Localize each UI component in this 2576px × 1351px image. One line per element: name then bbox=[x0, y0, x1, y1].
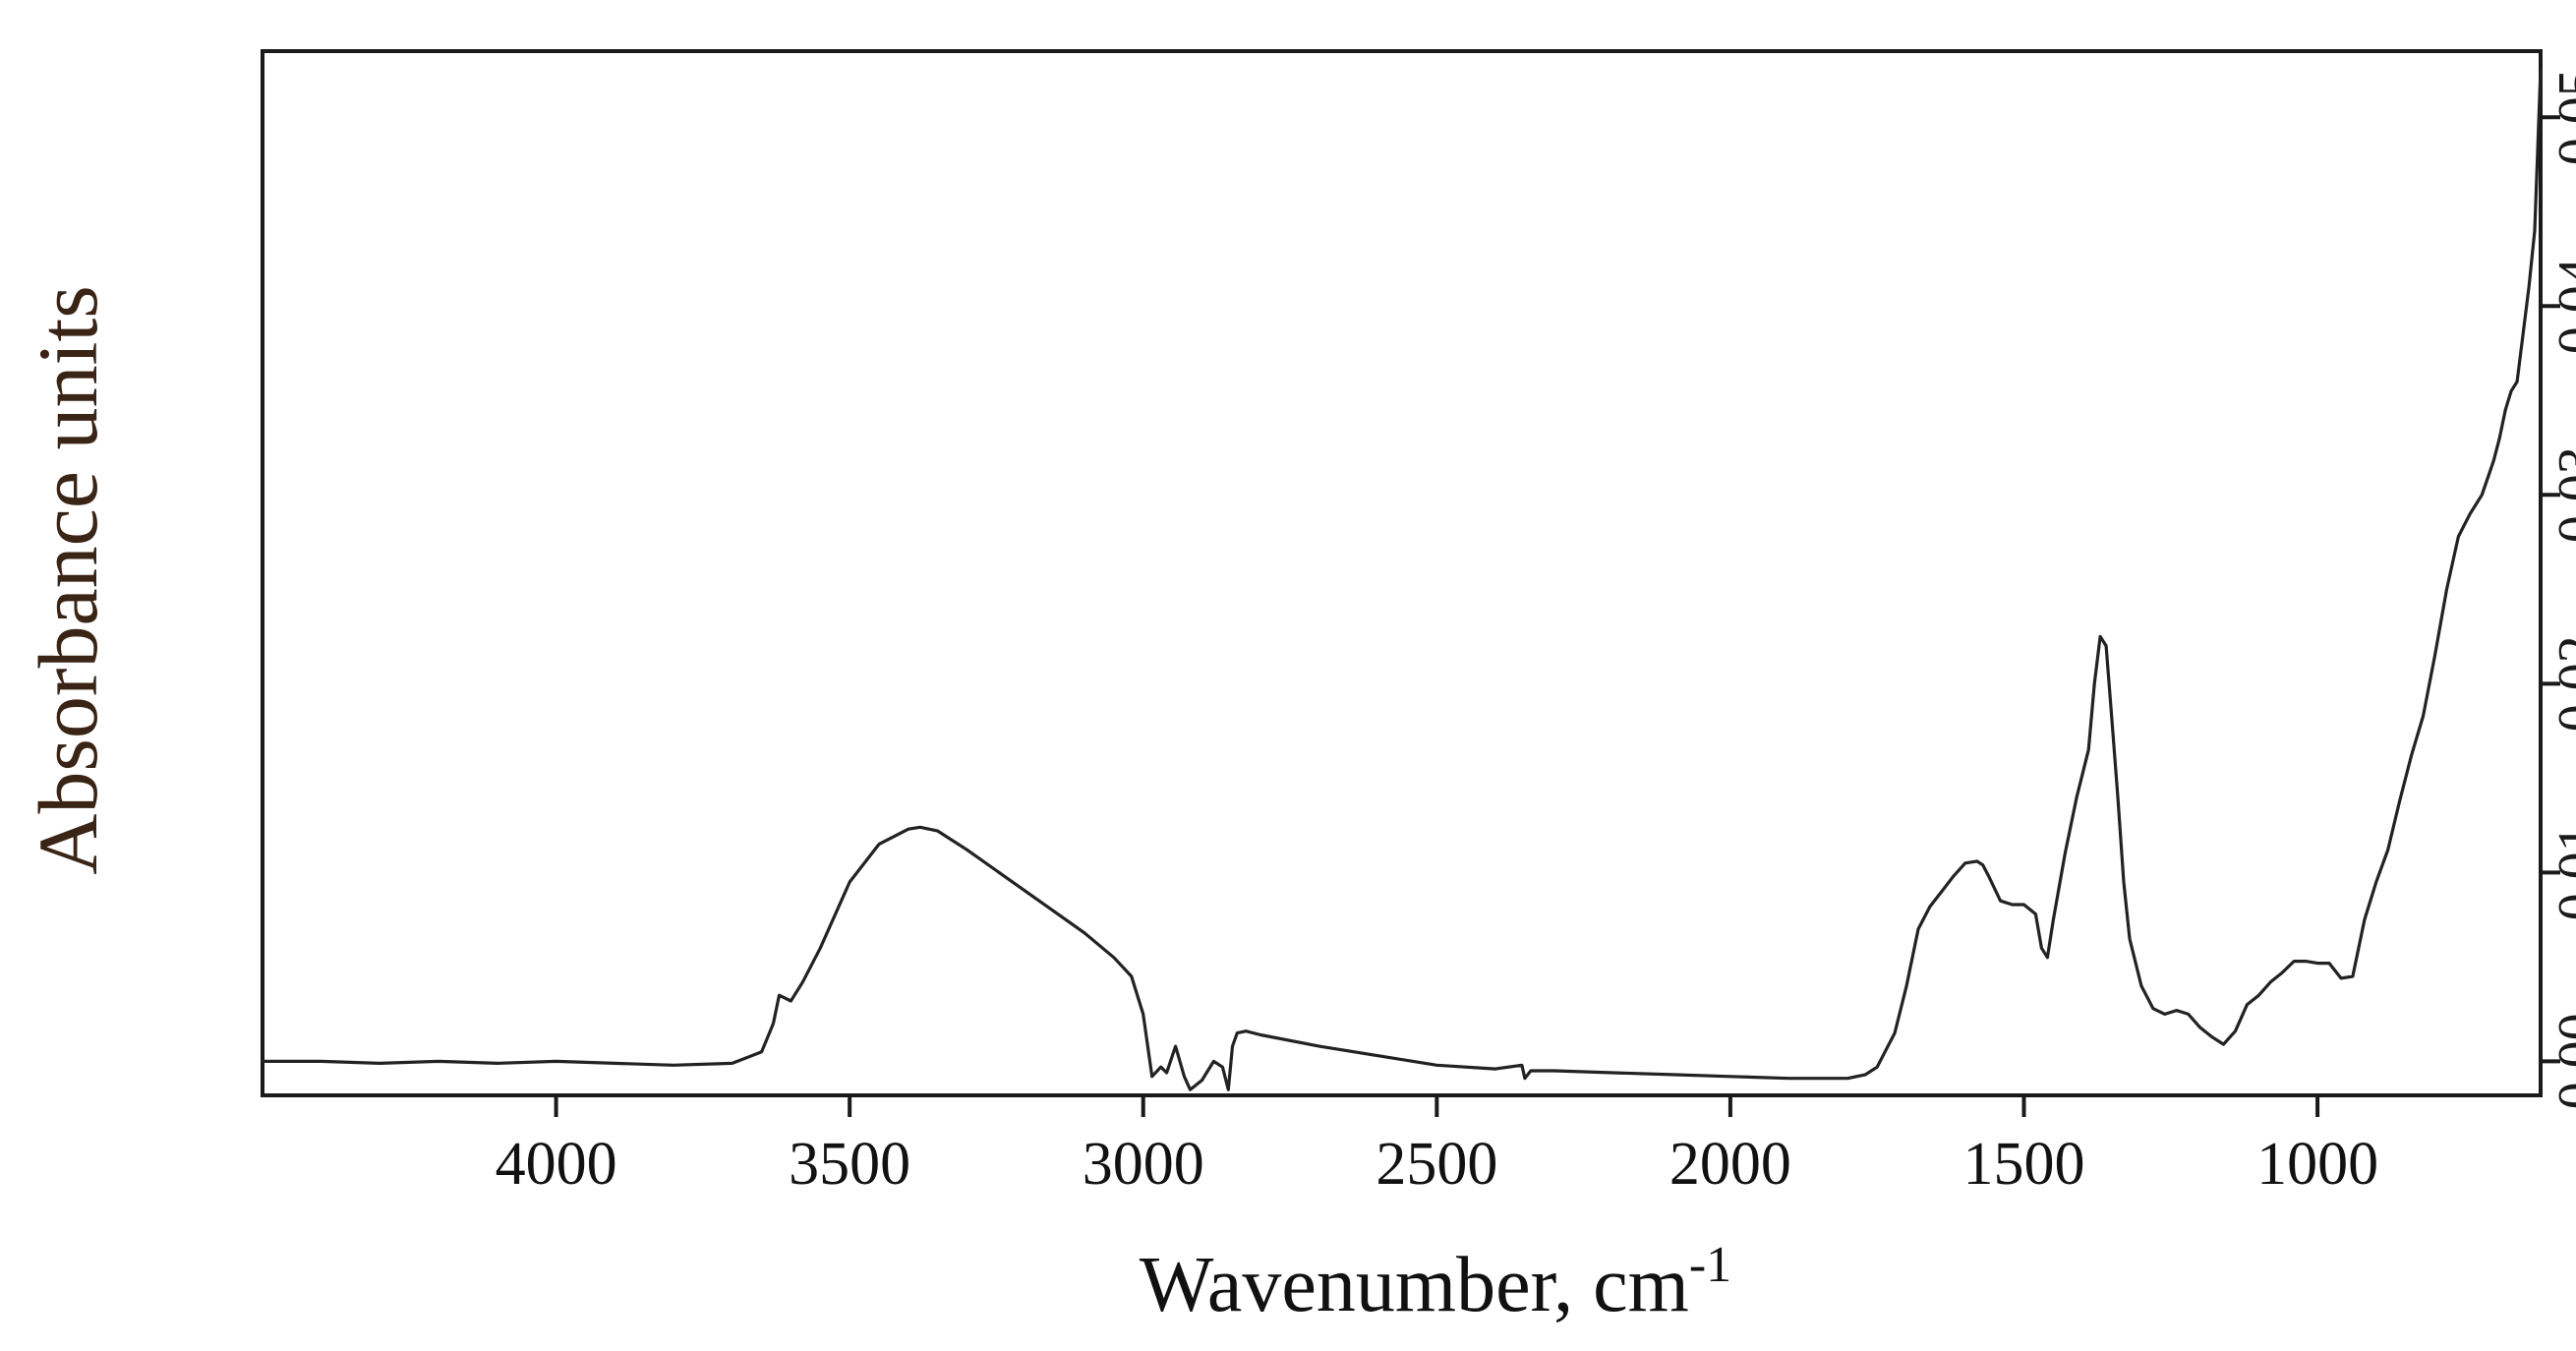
x-tick-label: 3500 bbox=[789, 1131, 910, 1198]
y-tick-label: 0.03 bbox=[2547, 446, 2576, 543]
x-tick-label: 2500 bbox=[1376, 1131, 1497, 1198]
y-axis-ticks: 0.00 0.01 0.02 0.03 0.04 0.05 bbox=[2541, 69, 2576, 1109]
x-tick-label: 3000 bbox=[1083, 1131, 1204, 1198]
y-axis-label: Absorbance units bbox=[21, 285, 115, 874]
x-axis-ticks: 4000 3500 3000 2500 2000 1500 1000 bbox=[496, 1095, 2378, 1198]
x-tick-label: 1500 bbox=[1962, 1131, 2084, 1198]
y-tick-label: 0.02 bbox=[2547, 635, 2576, 732]
x-tick-label: 1000 bbox=[2256, 1131, 2378, 1198]
x-axis-label: Wavenumber, cm-1 bbox=[1140, 1237, 1731, 1328]
spectrum-line bbox=[261, 68, 2543, 1091]
x-tick-label: 4000 bbox=[496, 1131, 617, 1198]
y-tick-label: 0.00 bbox=[2547, 1013, 2576, 1109]
y-tick-label: 0.01 bbox=[2547, 824, 2576, 920]
plot-frame bbox=[261, 49, 2543, 1097]
y-tick-label: 0.04 bbox=[2547, 258, 2576, 354]
y-tick-label: 0.05 bbox=[2547, 69, 2576, 165]
x-tick-label: 2000 bbox=[1669, 1131, 1791, 1198]
